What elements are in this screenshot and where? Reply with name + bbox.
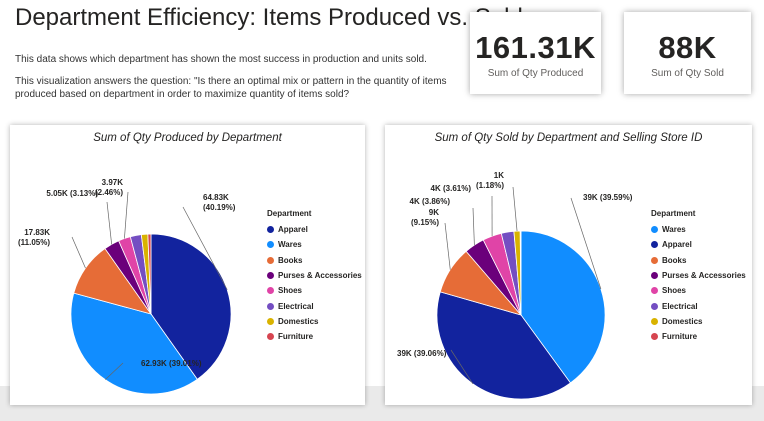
data-label-apparel: 39K (39.06%) <box>397 349 447 358</box>
data-label-pct-books: (11.05%) <box>18 238 50 247</box>
kpi-value: 161.31K <box>475 30 596 65</box>
legend-item-label: Electrical <box>278 301 314 311</box>
data-label-pct-domestics: (1.18%) <box>476 181 504 190</box>
leader-line-apparel <box>182 206 228 290</box>
legend-item-label: Books <box>278 255 303 265</box>
legend-item-label: Domestics <box>278 316 319 326</box>
kpi-label: Sum of Qty Produced <box>487 68 584 79</box>
leader-line-books <box>71 236 86 269</box>
data-label-books: 9K <box>429 208 439 217</box>
legend-item-label: Purses & Accessories <box>278 271 362 281</box>
data-label-pct-shoes: (2.46%) <box>95 188 123 197</box>
page-title: Department Efficiency: Items Produced vs… <box>15 4 523 31</box>
legend-item-purses-and-accessories[interactable]: Purses & Accessories <box>267 268 362 283</box>
legend-item-domestics[interactable]: Domestics <box>651 314 746 329</box>
legend-item-furniture[interactable]: Furniture <box>267 329 362 344</box>
legend-item-label: Apparel <box>278 225 308 235</box>
legend-marker-icon <box>651 302 658 310</box>
legend-item-domestics[interactable]: Domestics <box>267 314 362 329</box>
leader-line-books <box>444 222 451 270</box>
legend-item-wares[interactable]: Wares <box>651 222 746 237</box>
data-label-shoes: 4K (3.61%) <box>431 184 472 193</box>
data-label-domestics: 1K <box>494 171 504 180</box>
legend-marker-icon <box>651 333 658 341</box>
legend-marker-icon <box>267 241 274 249</box>
data-label-pct-apparel: (40.19%) <box>203 203 236 212</box>
legend-marker-icon <box>267 272 274 280</box>
pie-slice-furniture[interactable] <box>147 233 152 315</box>
legend-item-books[interactable]: Books <box>267 253 362 268</box>
legend-marker-icon <box>651 287 658 295</box>
leader-line-wares <box>570 197 602 290</box>
legend-marker-icon <box>651 256 658 264</box>
data-label-purses-and-accessories: 5.05K (3.13%) <box>46 189 98 198</box>
legend-item-furniture[interactable]: Furniture <box>651 329 746 344</box>
kpi-card-qty-produced[interactable]: 161.31K Sum of Qty Produced <box>470 12 601 94</box>
legend-item-shoes[interactable]: Shoes <box>267 283 362 298</box>
data-label-wares: 62.93K (39.01%) <box>141 359 202 368</box>
legend-item-apparel[interactable]: Apparel <box>651 237 746 252</box>
legend-item-label: Wares <box>278 240 302 250</box>
data-label-pct-books: (9.15%) <box>411 218 439 227</box>
pie-chart-sold[interactable]: 39K (39.59%) 39K (39.06%) 9K(9.15%) 4K (3.8… <box>385 125 752 405</box>
data-label-books: 17.83K <box>24 228 50 237</box>
legend-marker-icon <box>651 272 658 280</box>
legend-marker-icon <box>267 287 274 295</box>
legend-item-label: Purses & Accessories <box>662 271 746 281</box>
legend-item-label: Furniture <box>662 332 698 342</box>
legend-marker-icon <box>267 317 274 325</box>
chart-title: Sum of Qty Sold by Department and Sellin… <box>434 132 703 144</box>
chart-title: Sum of Qty Produced by Department <box>93 132 282 144</box>
legend-sold: Department Wares Apparel Books Purses & Acc… <box>651 209 746 344</box>
data-label-wares: 39K (39.59%) <box>583 193 633 202</box>
legend-item-books[interactable]: Books <box>651 253 746 268</box>
legend-marker-icon <box>651 317 658 325</box>
pie-slice-furniture[interactable] <box>519 230 522 316</box>
legend-item-label: Shoes <box>662 286 687 296</box>
kpi-label: Sum of Qty Sold <box>651 68 724 79</box>
legend-item-label: Books <box>662 255 687 265</box>
kpi-card-qty-sold[interactable]: 88K Sum of Qty Sold <box>624 12 751 94</box>
data-label-shoes: 3.97K <box>102 178 124 187</box>
chart-card-produced[interactable]: Sum of Qty Produced by Department 64.83K… <box>10 125 365 405</box>
leader-line-domestics <box>512 186 518 232</box>
legend-item-electrical[interactable]: Electrical <box>267 298 362 313</box>
leader-line-apparel <box>450 349 474 385</box>
legend-item-label: Furniture <box>278 332 314 342</box>
chart-card-sold[interactable]: Sum of Qty Sold by Department and Sellin… <box>385 125 752 405</box>
legend-item-label: Apparel <box>662 240 692 250</box>
leader-line-purses-and-accessories <box>106 201 112 245</box>
legend-marker-icon <box>267 256 274 264</box>
pie-chart-produced[interactable]: 64.83K(40.19%) 62.93K (39.01%) 17.83K(11.0… <box>10 125 365 405</box>
legend-marker-icon <box>267 226 274 234</box>
legend-marker-icon <box>267 333 274 341</box>
leader-line-shoes <box>124 191 129 239</box>
legend-item-apparel[interactable]: Apparel <box>267 222 362 237</box>
legend-marker-icon <box>651 226 658 234</box>
legend-item-shoes[interactable]: Shoes <box>651 283 746 298</box>
data-label-purses-and-accessories: 4K (3.86%) <box>410 197 451 206</box>
kpi-value: 88K <box>658 30 717 65</box>
description-summary: This data shows which department has sho… <box>15 54 427 65</box>
legend-produced: Department Apparel Wares Books Purses & Acc… <box>267 209 362 344</box>
legend-marker-icon <box>651 241 658 249</box>
legend-item-label: Shoes <box>278 286 303 296</box>
legend-title: Department <box>651 209 696 218</box>
description-question: This visualization answers the question:… <box>15 76 447 100</box>
leader-line-wares <box>104 362 124 380</box>
legend-item-label: Domestics <box>662 316 703 326</box>
data-label-apparel: 64.83K <box>203 193 229 202</box>
legend-item-wares[interactable]: Wares <box>267 237 362 252</box>
legend-item-label: Electrical <box>662 301 698 311</box>
legend-item-electrical[interactable]: Electrical <box>651 298 746 313</box>
legend-marker-icon <box>267 302 274 310</box>
leader-line-purses-and-accessories <box>472 207 475 246</box>
legend-item-label: Wares <box>662 225 686 235</box>
legend-title: Department <box>267 209 312 218</box>
legend-item-purses-and-accessories[interactable]: Purses & Accessories <box>651 268 746 283</box>
